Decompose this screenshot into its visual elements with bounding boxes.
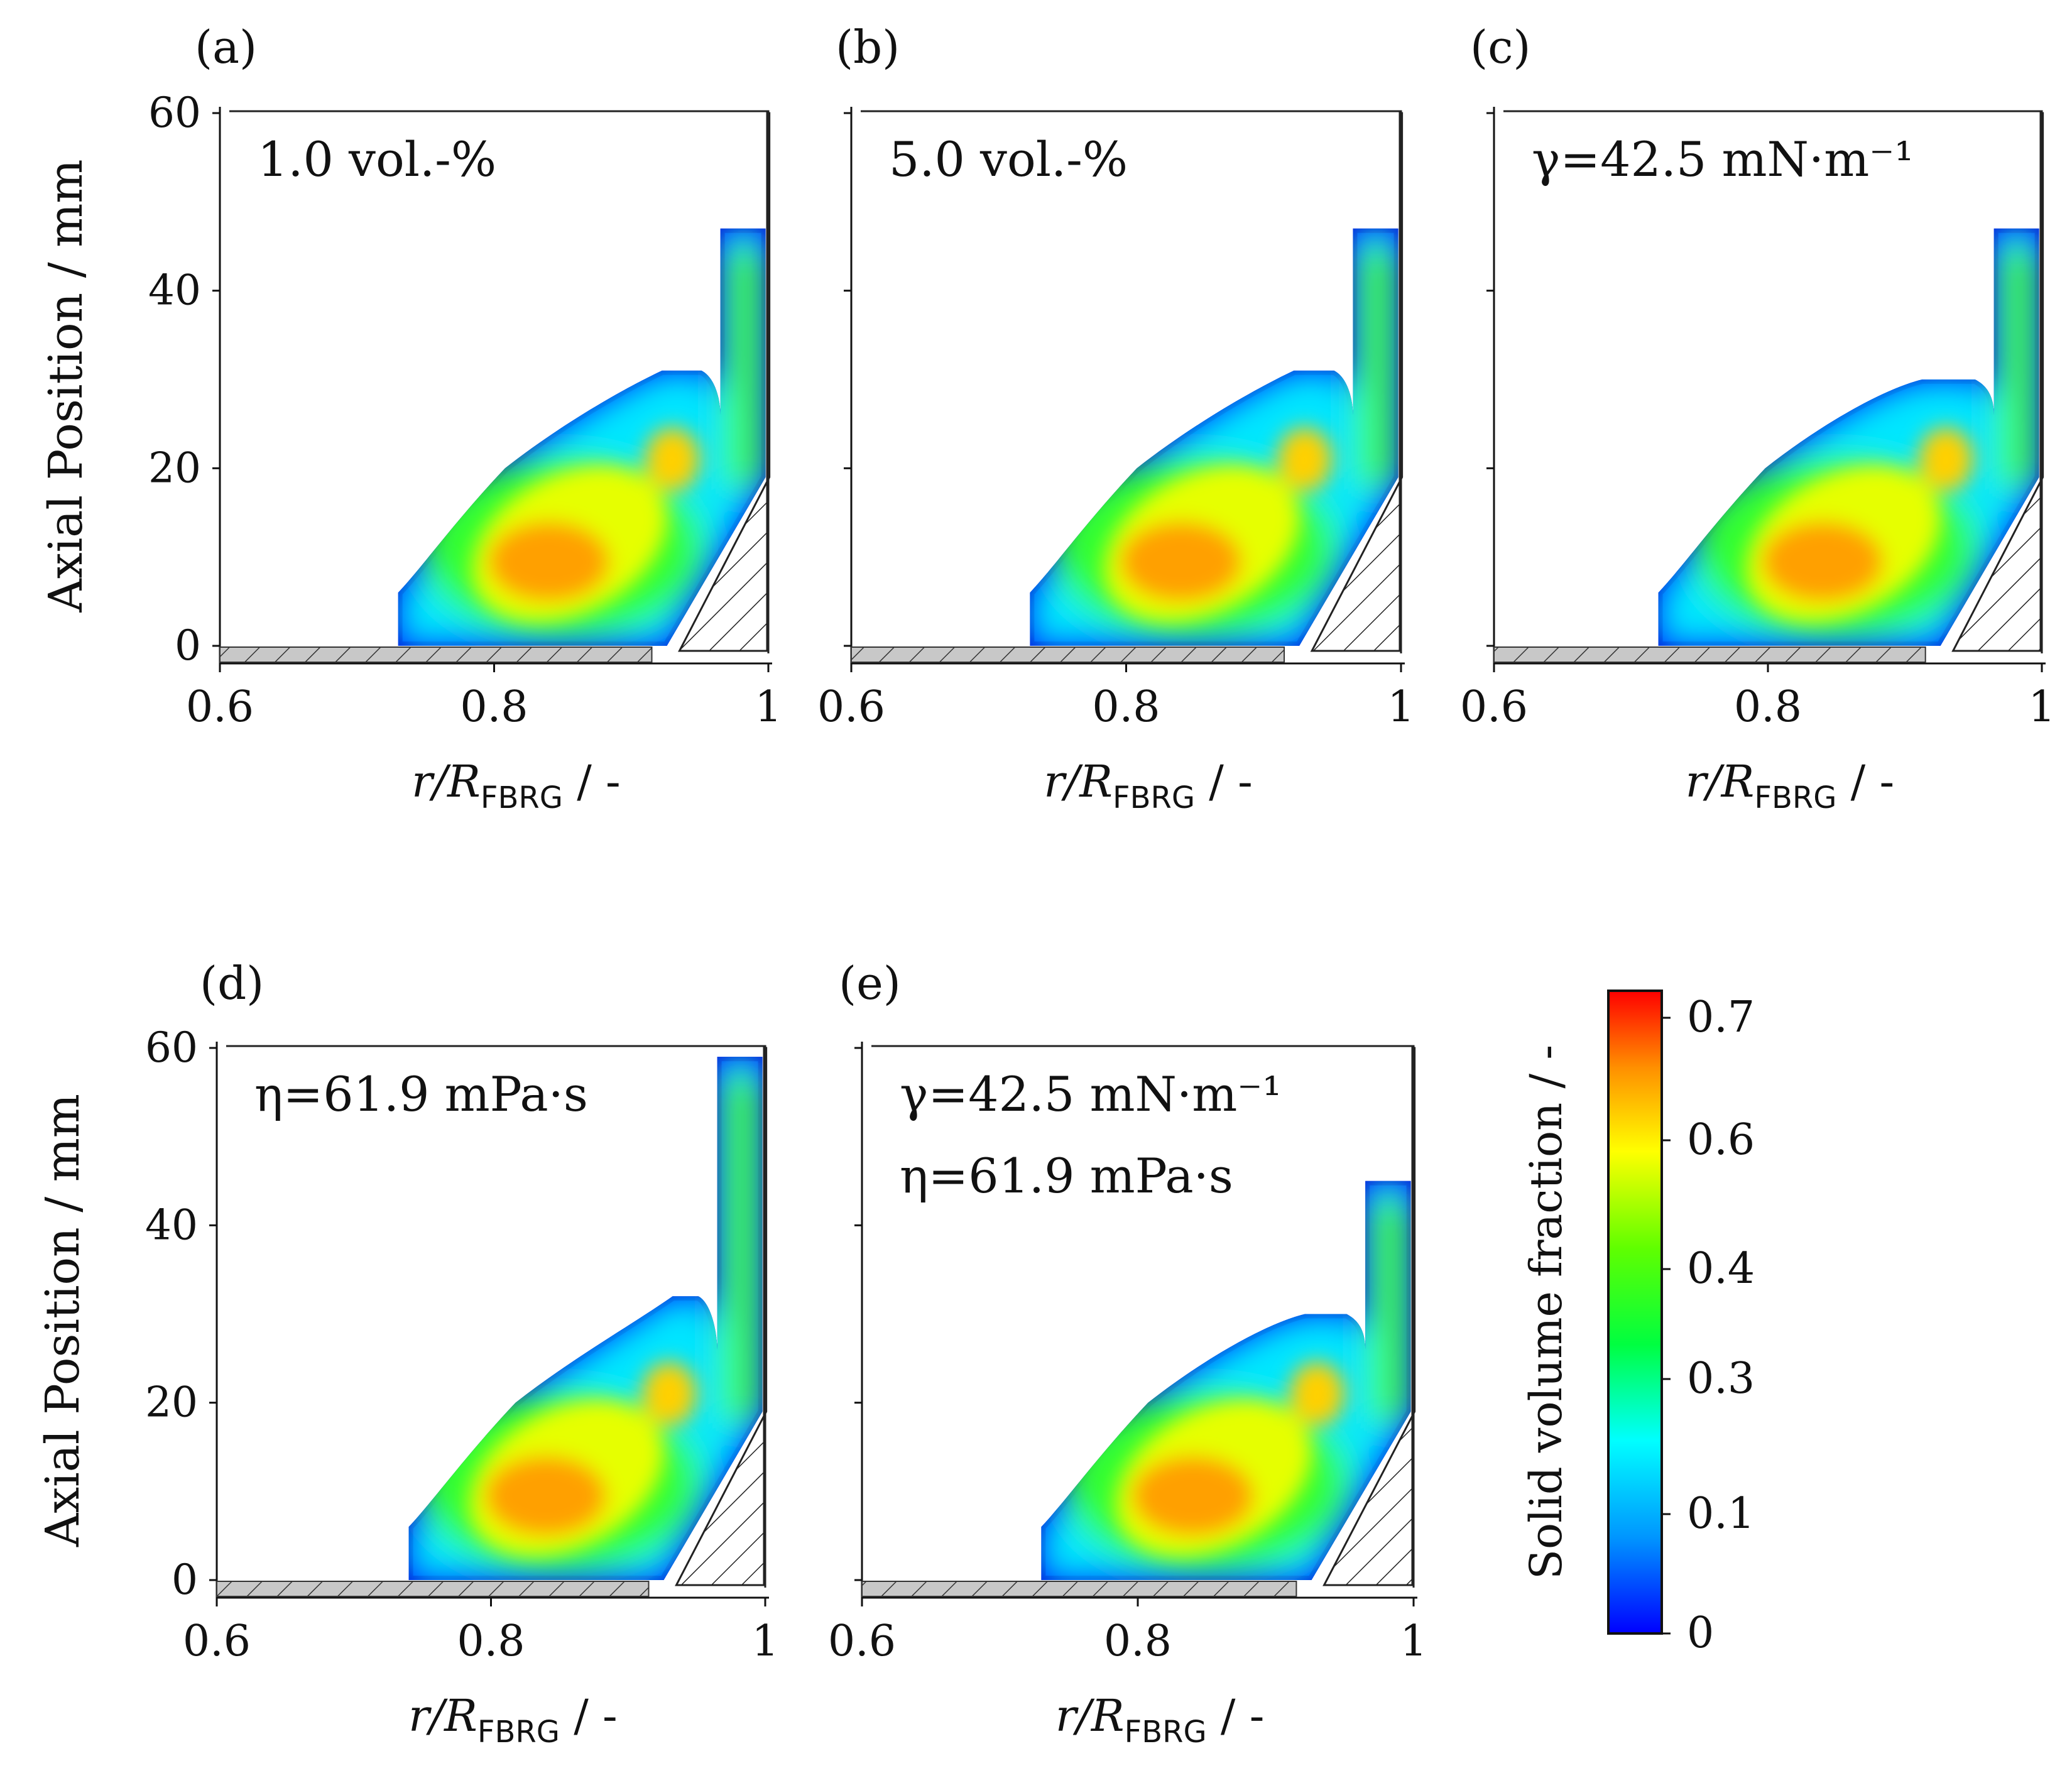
- panel-label: (a): [195, 21, 257, 74]
- x-axis-label: r/RFBRG / -: [1686, 756, 1895, 815]
- y-axis-label: Axial Position / mm: [39, 159, 93, 613]
- x-tick-label: 0.8: [460, 682, 528, 732]
- distributor-plate: [861, 1581, 1297, 1597]
- wall-hatch: [1951, 112, 2044, 652]
- panel-annotation: γ=42.5 mN·m⁻¹: [900, 1066, 1282, 1122]
- y-tick-label: 20: [148, 444, 201, 492]
- wall-hatch: [678, 112, 771, 652]
- x-tick-label: 0.8: [457, 1617, 525, 1666]
- colorbar-tick-label: 0.6: [1687, 1115, 1755, 1165]
- y-axis-label: Axial Position / mm: [36, 1094, 90, 1547]
- heatmap-field: [1030, 228, 1399, 646]
- panel-label: (b): [836, 21, 900, 74]
- heat-layer-orange: [1120, 521, 1242, 602]
- panel-label: (d): [200, 957, 264, 1010]
- x-tick-label: 1: [1400, 1617, 1427, 1666]
- x-tick-label: 0.8: [1092, 682, 1160, 732]
- heat-hot: [1745, 427, 1973, 623]
- heat-layer-orange: [1132, 1456, 1254, 1536]
- colorbar-tick-label: 0.7: [1687, 993, 1755, 1042]
- x-axis-label: r/RFBRG / -: [412, 756, 621, 815]
- wall-hatch: [1322, 1047, 1416, 1586]
- colorbar-label: Solid volume fraction / -: [1520, 1045, 1572, 1579]
- heat-layer-upper: [1918, 427, 1973, 492]
- heat-hot: [1104, 427, 1333, 623]
- y-tick-label: 0: [175, 621, 201, 670]
- heat-chimney-green: [725, 247, 765, 488]
- heat-chimney-green: [1998, 247, 2038, 488]
- heatmap-field: [408, 1057, 763, 1580]
- heat-layer-orange: [1762, 521, 1884, 602]
- y-tick-label: 20: [145, 1378, 198, 1427]
- heat-layer-upper: [641, 1361, 697, 1426]
- panel-a: 0 20 40 60 0.6 0.8 1 r/RFBRG / - Axial Position …: [39, 21, 782, 815]
- colorbar-tick-label: 0.4: [1687, 1244, 1755, 1294]
- heat-layer-orange: [488, 521, 609, 602]
- y-tick-label: 40: [145, 1201, 198, 1249]
- heatmap-field: [1041, 1180, 1411, 1580]
- x-tick-label: 1: [2028, 682, 2055, 732]
- wall-hatch: [675, 1047, 768, 1586]
- x-tick-label: 0.8: [1734, 682, 1802, 732]
- heat-layer-orange: [485, 1456, 606, 1536]
- x-tick-label: 0.6: [1460, 682, 1528, 732]
- x-tick-label: 0.6: [828, 1617, 896, 1666]
- x-tick-label: 1: [1387, 682, 1414, 732]
- x-axis-label: r/RFBRG / -: [1055, 1690, 1265, 1750]
- heatmap-field: [398, 228, 766, 646]
- panel-d: 0 20 40 60 0.6 0.8 1 r/RFBRG / - Axial Position …: [36, 957, 779, 1750]
- distributor-plate: [851, 646, 1285, 663]
- panel-annotation: 5.0 vol.-%: [889, 131, 1128, 187]
- colorbar-bar: [1607, 990, 1663, 1635]
- wall-hatch: [1310, 112, 1404, 652]
- panel-annotation: η=61.9 mPa·s: [900, 1148, 1233, 1204]
- distributor-plate: [1493, 646, 1926, 663]
- heat-hot: [472, 427, 700, 623]
- heat-layer-upper: [1277, 427, 1333, 492]
- heat-chimney-green: [1358, 247, 1397, 488]
- heat-chimney-green: [722, 1076, 761, 1422]
- panel-e: 0.6 0.8 1 r/RFBRG / - (e) γ=42.5 mN·m⁻¹ η=61.9…: [828, 957, 1427, 1750]
- heat-chimney-green: [1370, 1199, 1410, 1422]
- x-tick-label: 1: [755, 682, 782, 732]
- panel-label: (c): [1470, 21, 1531, 74]
- y-tick-label: 0: [172, 1556, 198, 1604]
- x-tick-label: 0.8: [1104, 1617, 1172, 1666]
- heatmap-field: [1658, 228, 2039, 646]
- x-axis-label: r/RFBRG / -: [408, 1690, 618, 1750]
- panel-b: 0.6 0.8 1 r/RFBRG / - (b) 5.0 vol.-%: [817, 21, 1415, 815]
- colorbar-tick-label: 0.3: [1687, 1354, 1755, 1404]
- x-tick-label: 0.6: [186, 682, 254, 732]
- panel-annotation: γ=42.5 mN·m⁻¹: [1532, 131, 1914, 187]
- y-tick-label: 60: [145, 1023, 198, 1072]
- colorbar-tick-label: 0.1: [1687, 1489, 1755, 1539]
- x-tick-label: 1: [751, 1617, 778, 1666]
- x-axis-label: r/RFBRG / -: [1044, 756, 1253, 815]
- panel-annotation: 1.0 vol.-%: [258, 131, 496, 187]
- panel-annotation: η=61.9 mPa·s: [254, 1066, 588, 1122]
- y-tick-label: 60: [148, 89, 201, 137]
- heat-layer-upper: [645, 427, 700, 492]
- y-tick-label: 40: [148, 266, 201, 315]
- heat-hot: [469, 1361, 697, 1557]
- panel-c: 0.6 0.8 1 r/RFBRG / - (c) γ=42.5 mN·m⁻¹: [1460, 21, 2056, 815]
- distributor-plate: [216, 1581, 650, 1597]
- heat-layer-upper: [1289, 1361, 1345, 1426]
- panel-label: (e): [839, 957, 901, 1010]
- colorbar-tick-label: 0: [1687, 1608, 1714, 1658]
- x-tick-label: 0.6: [817, 682, 885, 732]
- distributor-plate: [219, 646, 653, 663]
- heat-hot: [1115, 1361, 1345, 1557]
- x-tick-label: 0.6: [183, 1617, 251, 1666]
